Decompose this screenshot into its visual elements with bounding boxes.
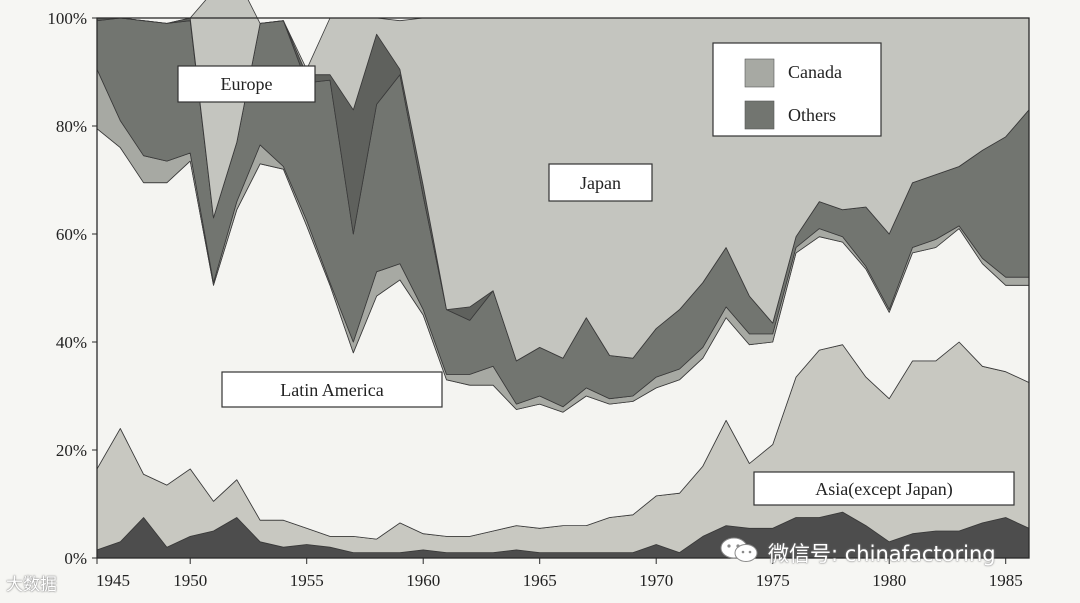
legend-swatch-others <box>744 100 775 130</box>
x-tick-label: 1985 <box>989 571 1023 590</box>
label-europe: Europe <box>177 65 316 103</box>
x-axis: 1945 1950 1955 1960 1965 1970 1975 1980 1985 <box>96 558 1023 590</box>
watermark-logo: 大数据 <box>6 575 57 595</box>
y-tick-label: 60% <box>56 225 87 244</box>
wechat-icon <box>720 537 758 562</box>
y-tick-label: 80% <box>56 117 87 136</box>
x-tick-label: 1980 <box>872 571 906 590</box>
plot-frame <box>96 17 1030 559</box>
y-tick-label: 20% <box>56 441 87 460</box>
label-europe-text: Europe <box>221 74 273 94</box>
label-japan: Japan <box>548 163 653 202</box>
x-tick-label: 1960 <box>406 571 440 590</box>
x-tick-label: 1945 <box>96 571 130 590</box>
y-tick-label: 0% <box>64 549 87 568</box>
x-tick-label: 1970 <box>639 571 673 590</box>
label-asia: Asia(except Japan) <box>753 471 1015 506</box>
x-tick-label: 1975 <box>756 571 790 590</box>
legend-swatch-canada <box>744 58 775 88</box>
watermark-text: 微信号: chinafactoring <box>768 542 996 566</box>
label-japan-text: Japan <box>580 173 621 193</box>
x-tick-label: 1950 <box>173 571 207 590</box>
x-tick-label: 1965 <box>523 571 557 590</box>
legend: Canada Others <box>712 42 882 137</box>
legend-label-others: Others <box>788 105 836 125</box>
y-axis: 0% 20% 40% 60% 80% 100% <box>47 9 97 568</box>
label-latin-america-text: Latin America <box>280 380 383 400</box>
label-latin-america: Latin America <box>221 371 443 408</box>
y-tick-label: 40% <box>56 333 87 352</box>
x-tick-label: 1955 <box>290 571 324 590</box>
legend-label-canada: Canada <box>788 62 842 82</box>
y-tick-label: 100% <box>47 9 87 28</box>
label-asia-text: Asia(except Japan) <box>815 479 952 500</box>
